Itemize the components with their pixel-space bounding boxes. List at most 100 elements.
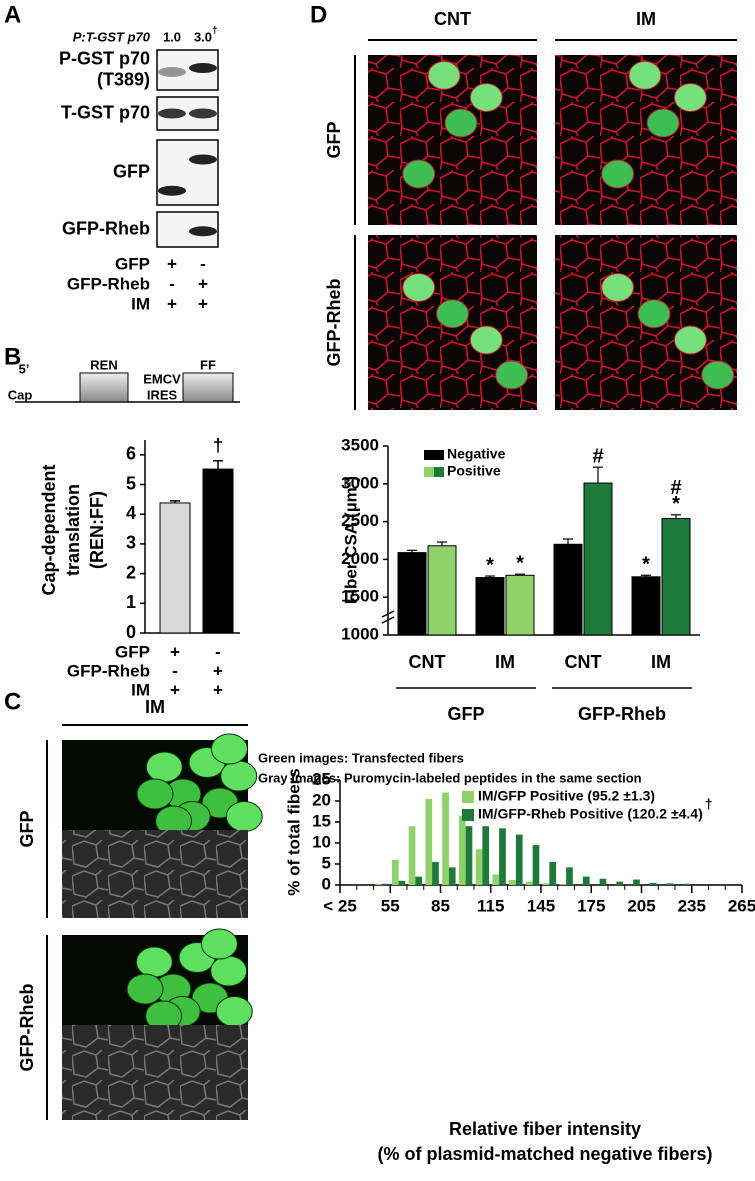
- row-label: GFP-Rheb: [324, 278, 344, 366]
- fiber: [628, 60, 662, 90]
- y-tick-label: 1: [126, 592, 136, 612]
- y-axis-label: translation: [63, 484, 83, 576]
- blot-band: [158, 108, 186, 119]
- legend-label: Positive: [447, 463, 501, 479]
- y-tick-label: 0: [322, 874, 331, 893]
- bar: [397, 552, 427, 636]
- y-tick-label: 0: [126, 622, 136, 642]
- condition-mark: +: [170, 680, 180, 699]
- y-tick-label: 25: [312, 769, 331, 788]
- blot-band: [189, 226, 217, 237]
- histogram-bar: [515, 834, 523, 885]
- blot-label: GFP-Rheb: [62, 218, 150, 238]
- condition-mark: +: [213, 680, 223, 699]
- ratio-value: 1.0: [163, 29, 181, 44]
- fiber: [200, 928, 238, 960]
- blot-label: GFP: [113, 161, 150, 181]
- x-tick-label: 85: [431, 896, 450, 915]
- ratio-value: 3.0: [194, 29, 212, 44]
- condition-mark: +: [198, 294, 208, 313]
- condition-mark: -: [172, 661, 178, 680]
- gray-image: [62, 830, 248, 918]
- histogram-bar: [482, 826, 490, 885]
- annotation: †: [213, 436, 223, 456]
- y-tick-label: 20: [312, 790, 331, 809]
- histogram-bar: [499, 828, 506, 885]
- x-tick-label: CNT: [565, 652, 602, 672]
- annotation: #: [592, 445, 603, 467]
- fiber: [220, 760, 258, 792]
- condition-name: GFP-Rheb: [67, 661, 150, 680]
- x-tick-label: 115: [477, 896, 504, 915]
- construct-label: FF: [200, 357, 216, 372]
- blot-band: [158, 185, 186, 196]
- legend-swatch: [424, 467, 434, 477]
- y-tick-label: 3000: [341, 473, 379, 492]
- condition-name: GFP-Rheb: [67, 274, 150, 293]
- x-tick-label: IM: [651, 652, 671, 672]
- y-tick-label: 2: [126, 562, 136, 582]
- histogram-bar: [432, 861, 439, 885]
- fiber: [469, 325, 503, 355]
- histogram-bar: [633, 879, 640, 885]
- y-tick-label: 6: [126, 444, 136, 464]
- histogram-bar: [492, 874, 500, 885]
- fiber: [646, 108, 680, 138]
- y-axis-label: Fiber CSA (µm²): [341, 476, 360, 604]
- fiber: [495, 360, 529, 390]
- note: Green images: Transfected fibers: [258, 750, 464, 765]
- x-tick-label: 145: [527, 896, 555, 915]
- fiber: [427, 60, 461, 90]
- histogram-bar: [599, 878, 607, 885]
- x-tick-label: CNT: [409, 652, 446, 672]
- histogram-bar: [415, 876, 423, 885]
- y-tick-label: 1000: [341, 624, 379, 643]
- fiber: [136, 778, 174, 810]
- condition-mark: +: [167, 294, 177, 313]
- panel-label: D: [310, 1, 327, 28]
- ratio-label: P:T-GST p70: [73, 29, 151, 44]
- axis-break: [381, 616, 395, 624]
- histogram-bar: [408, 826, 416, 885]
- condition-mark: -: [169, 274, 175, 293]
- construct-label: IRES: [147, 387, 178, 402]
- histogram-bar: [425, 798, 433, 885]
- panel-label: B: [4, 343, 21, 370]
- blot: [156, 139, 219, 206]
- row-label: GFP: [324, 121, 344, 158]
- legend-note: †: [705, 796, 713, 812]
- fiber: [436, 299, 469, 329]
- fiber: [135, 946, 173, 978]
- blot-band: [158, 67, 186, 77]
- y-tick-label: 3500: [341, 435, 379, 454]
- bar: [475, 577, 505, 636]
- histogram-bar: [683, 883, 691, 885]
- ratio-note: †: [212, 26, 218, 37]
- histogram-bar: [582, 876, 590, 885]
- condition-mark: +: [167, 254, 177, 273]
- histogram-bar: [458, 815, 466, 885]
- condition-name: GFP: [115, 642, 150, 661]
- bar: [661, 518, 691, 636]
- legend-label: IM/GFP-Rheb Positive (120.2 ±4.4): [478, 806, 703, 822]
- annotation: *: [642, 554, 650, 576]
- construct-label: 5’: [19, 361, 30, 376]
- annotation: *: [672, 493, 680, 515]
- column-label: CNT: [434, 9, 471, 29]
- bar: [631, 576, 661, 636]
- histogram-bar: [448, 867, 456, 885]
- construct-label: Cap: [8, 387, 33, 402]
- condition-mark: -: [215, 642, 221, 661]
- y-tick-label: 5: [126, 473, 136, 493]
- gray-image: [62, 1025, 248, 1120]
- histogram-bar: [398, 880, 406, 885]
- histogram-bar: [381, 883, 389, 885]
- condition-name: GFP: [115, 254, 150, 273]
- fiber: [225, 801, 263, 832]
- fiber: [701, 360, 735, 390]
- legend-swatch: [434, 467, 444, 477]
- histogram-bar: [442, 792, 449, 885]
- histogram-bar: [465, 826, 473, 885]
